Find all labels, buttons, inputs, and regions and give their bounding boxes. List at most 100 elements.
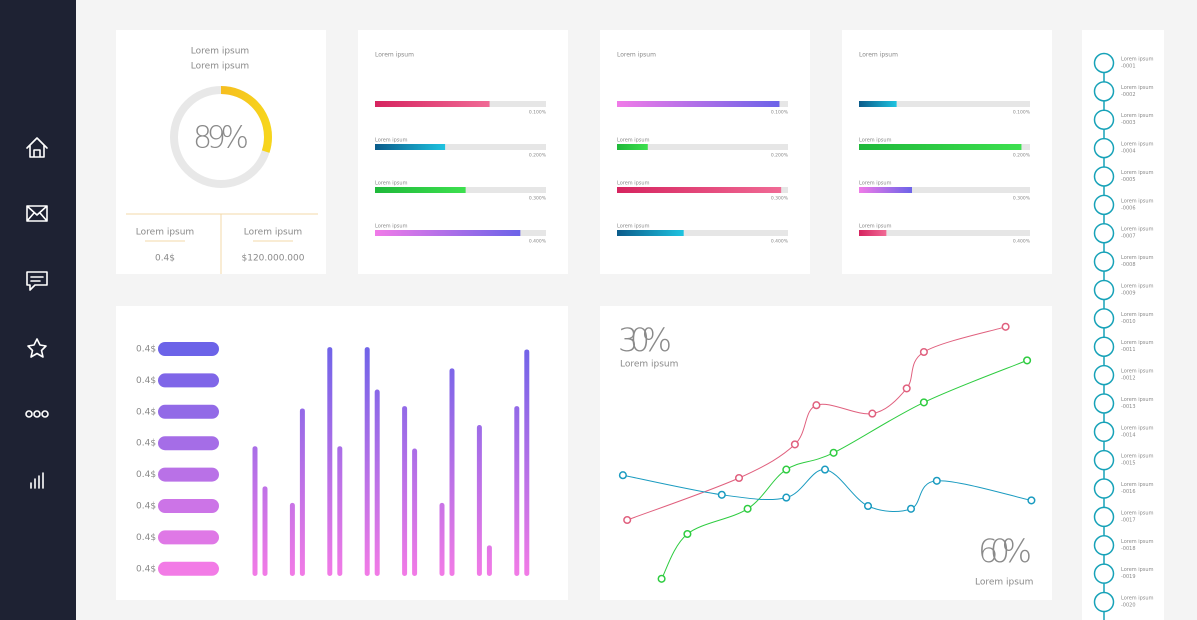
side-label: 0.4$	[136, 502, 156, 512]
timeline-label: Lorem ipsum	[1121, 170, 1154, 176]
timeline-node	[1093, 421, 1115, 443]
bar-caption: 0.400%	[771, 239, 789, 245]
timeline-code: -0020	[1121, 603, 1136, 609]
bar	[449, 368, 455, 576]
progress-track	[617, 230, 788, 236]
point	[820, 465, 830, 474]
bar	[289, 502, 295, 576]
timeline-label: Lorem ipsum	[1121, 85, 1154, 91]
timeline-code: -0014	[1121, 432, 1136, 438]
timeline-code: -0001	[1121, 64, 1136, 70]
bar-caption: 0.100%	[1013, 110, 1031, 116]
side-pill	[158, 342, 219, 356]
timeline-code: -0016	[1121, 489, 1136, 495]
card-title: Lorem ipsum	[191, 47, 249, 57]
bar	[412, 448, 418, 576]
card-title: Lorem ipsum	[859, 52, 898, 59]
timeline-node	[1093, 166, 1115, 187]
bar-caption: 0.200%	[1013, 153, 1031, 159]
timeline-node	[1093, 279, 1115, 301]
progress-track	[859, 230, 1030, 236]
point	[623, 515, 632, 525]
side-pill	[158, 499, 219, 513]
side-pill	[158, 467, 219, 482]
progress-card	[842, 30, 1052, 274]
point	[919, 398, 928, 407]
timeline-code: -0017	[1121, 517, 1136, 523]
side-label: 0.4$	[136, 345, 156, 355]
callout-label: Lorem ipsum	[620, 360, 678, 370]
timeline-code: -0006	[1121, 205, 1136, 211]
timeline-label: Lorem ipsum	[1121, 227, 1154, 233]
timeline-code: -0009	[1121, 290, 1136, 296]
nav-favorites[interactable]	[27, 338, 47, 358]
timeline-code: -0019	[1121, 574, 1136, 580]
bar	[262, 486, 268, 576]
nav-more[interactable]	[25, 410, 49, 418]
side-label: 0.4$	[136, 533, 156, 543]
bar	[524, 349, 530, 576]
timeline-node	[1093, 308, 1115, 329]
timeline-label: Lorem ipsum	[1121, 283, 1154, 289]
bar-caption: 0.400%	[1013, 239, 1031, 245]
nav-mail[interactable]	[26, 205, 48, 222]
progress-bar	[375, 230, 521, 236]
bar	[476, 424, 482, 576]
bar	[299, 408, 305, 576]
point	[812, 401, 821, 410]
timeline-label: Lorem ipsum	[1121, 567, 1154, 573]
bar-label: Lorem ipsum	[859, 224, 892, 230]
nav-stats[interactable]	[30, 472, 44, 489]
bar-label: Lorem ipsum	[859, 138, 892, 144]
progress-bar	[375, 187, 466, 193]
stat-label: Lorem ipsum	[136, 228, 194, 238]
side-label: 0.4$	[136, 470, 156, 480]
timeline-node	[1093, 478, 1115, 499]
side-label: 0.4$	[136, 407, 156, 417]
timeline-node	[1093, 81, 1115, 102]
timeline-node	[1093, 393, 1115, 414]
progress-card	[600, 30, 810, 274]
point	[829, 448, 838, 457]
progress-bar	[617, 101, 780, 107]
timeline-code: -0002	[1121, 92, 1136, 98]
callout-label: Lorem ipsum	[975, 578, 1033, 588]
timeline-label: Lorem ipsum	[1121, 340, 1154, 346]
progress-track	[859, 101, 1030, 107]
nav-messages[interactable]	[26, 271, 48, 291]
progress-track	[375, 144, 546, 150]
bar-caption: 0.300%	[1013, 196, 1031, 202]
timeline-code: -0012	[1121, 376, 1136, 382]
callout-value: 30%	[618, 321, 672, 359]
timeline-label: Lorem ipsum	[1121, 510, 1154, 516]
timeline-code: -0011	[1121, 347, 1136, 353]
timeline-label: Lorem ipsum	[1121, 454, 1154, 460]
timeline-label: Lorem ipsum	[1121, 198, 1154, 204]
callout-value: 60%	[978, 532, 1032, 570]
point	[717, 490, 726, 499]
timeline-node	[1093, 591, 1115, 613]
timeline-node	[1093, 52, 1115, 74]
side-label: 0.4$	[136, 439, 156, 449]
nav-home[interactable]	[26, 137, 48, 158]
card-title: Lorem ipsum	[375, 52, 414, 59]
bar	[374, 389, 380, 576]
progress-bar	[617, 187, 782, 193]
timeline-label: Lorem ipsum	[1121, 57, 1154, 63]
side-pill	[158, 436, 219, 451]
timeline-label: Lorem ipsum	[1121, 482, 1154, 488]
timeline-node	[1093, 449, 1115, 471]
timeline-node	[1093, 251, 1115, 272]
timeline-code: -0004	[1121, 149, 1136, 155]
point	[868, 409, 877, 418]
bar	[439, 502, 445, 576]
timeline-node	[1093, 137, 1115, 159]
progress-bar	[859, 144, 1022, 150]
line-chart-card	[600, 306, 1052, 600]
point	[1001, 322, 1010, 331]
gauge-label: 89%	[193, 121, 249, 156]
gauge-arc	[170, 86, 272, 188]
progress-track	[617, 144, 788, 150]
timeline-node	[1093, 506, 1115, 528]
side-pill	[158, 561, 219, 576]
